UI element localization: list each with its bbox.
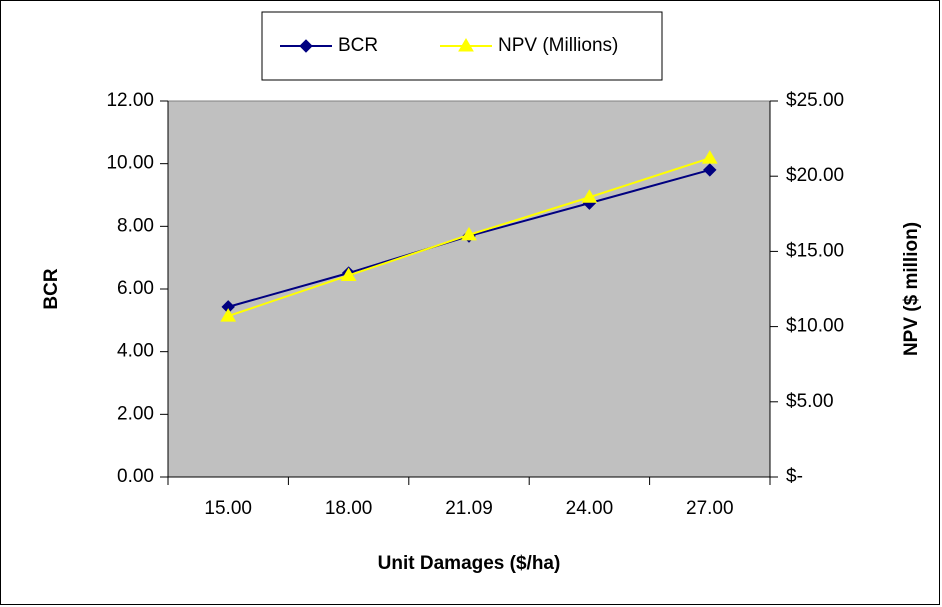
y2-tick-label: $15.00	[786, 240, 844, 261]
y-tick-label: 10.00	[106, 153, 154, 174]
data-point	[461, 226, 477, 241]
x-tick-label: 15.00	[204, 498, 252, 519]
data-point	[581, 189, 598, 203]
y2-axis-label: NPV ($ million)	[901, 222, 922, 356]
y-tick-label: 8.00	[117, 215, 154, 236]
y2-tick-label: $10.00	[786, 316, 844, 337]
legend-marker	[458, 38, 474, 52]
legend-label: BCR	[338, 35, 378, 56]
y-tick-label: 2.00	[117, 403, 154, 424]
data-point	[703, 163, 717, 177]
y-tick-label: 12.00	[106, 90, 154, 111]
y2-tick-label: $5.00	[786, 391, 834, 412]
y2-tick-label: $25.00	[786, 90, 844, 111]
y-tick-label: 6.00	[117, 278, 154, 299]
y2-tick-label: $20.00	[786, 165, 844, 186]
x-tick-label: 18.00	[325, 498, 373, 519]
legend-marker	[299, 39, 313, 53]
x-tick-label: 27.00	[686, 498, 734, 519]
legend-label: NPV (Millions)	[498, 35, 618, 56]
data-point	[340, 267, 357, 281]
y2-tick-label: $-	[786, 466, 803, 487]
plot-area	[167, 100, 771, 478]
data-point	[220, 308, 237, 322]
y-tick-label: 4.00	[117, 341, 154, 362]
x-axis-label: Unit Damages ($/ha)	[378, 553, 561, 574]
y-tick-label: 0.00	[117, 466, 154, 487]
x-tick-label: 21.09	[445, 498, 493, 519]
x-tick-label: 24.00	[566, 498, 614, 519]
y-axis-label: BCR	[41, 268, 62, 309]
data-point	[701, 150, 718, 164]
